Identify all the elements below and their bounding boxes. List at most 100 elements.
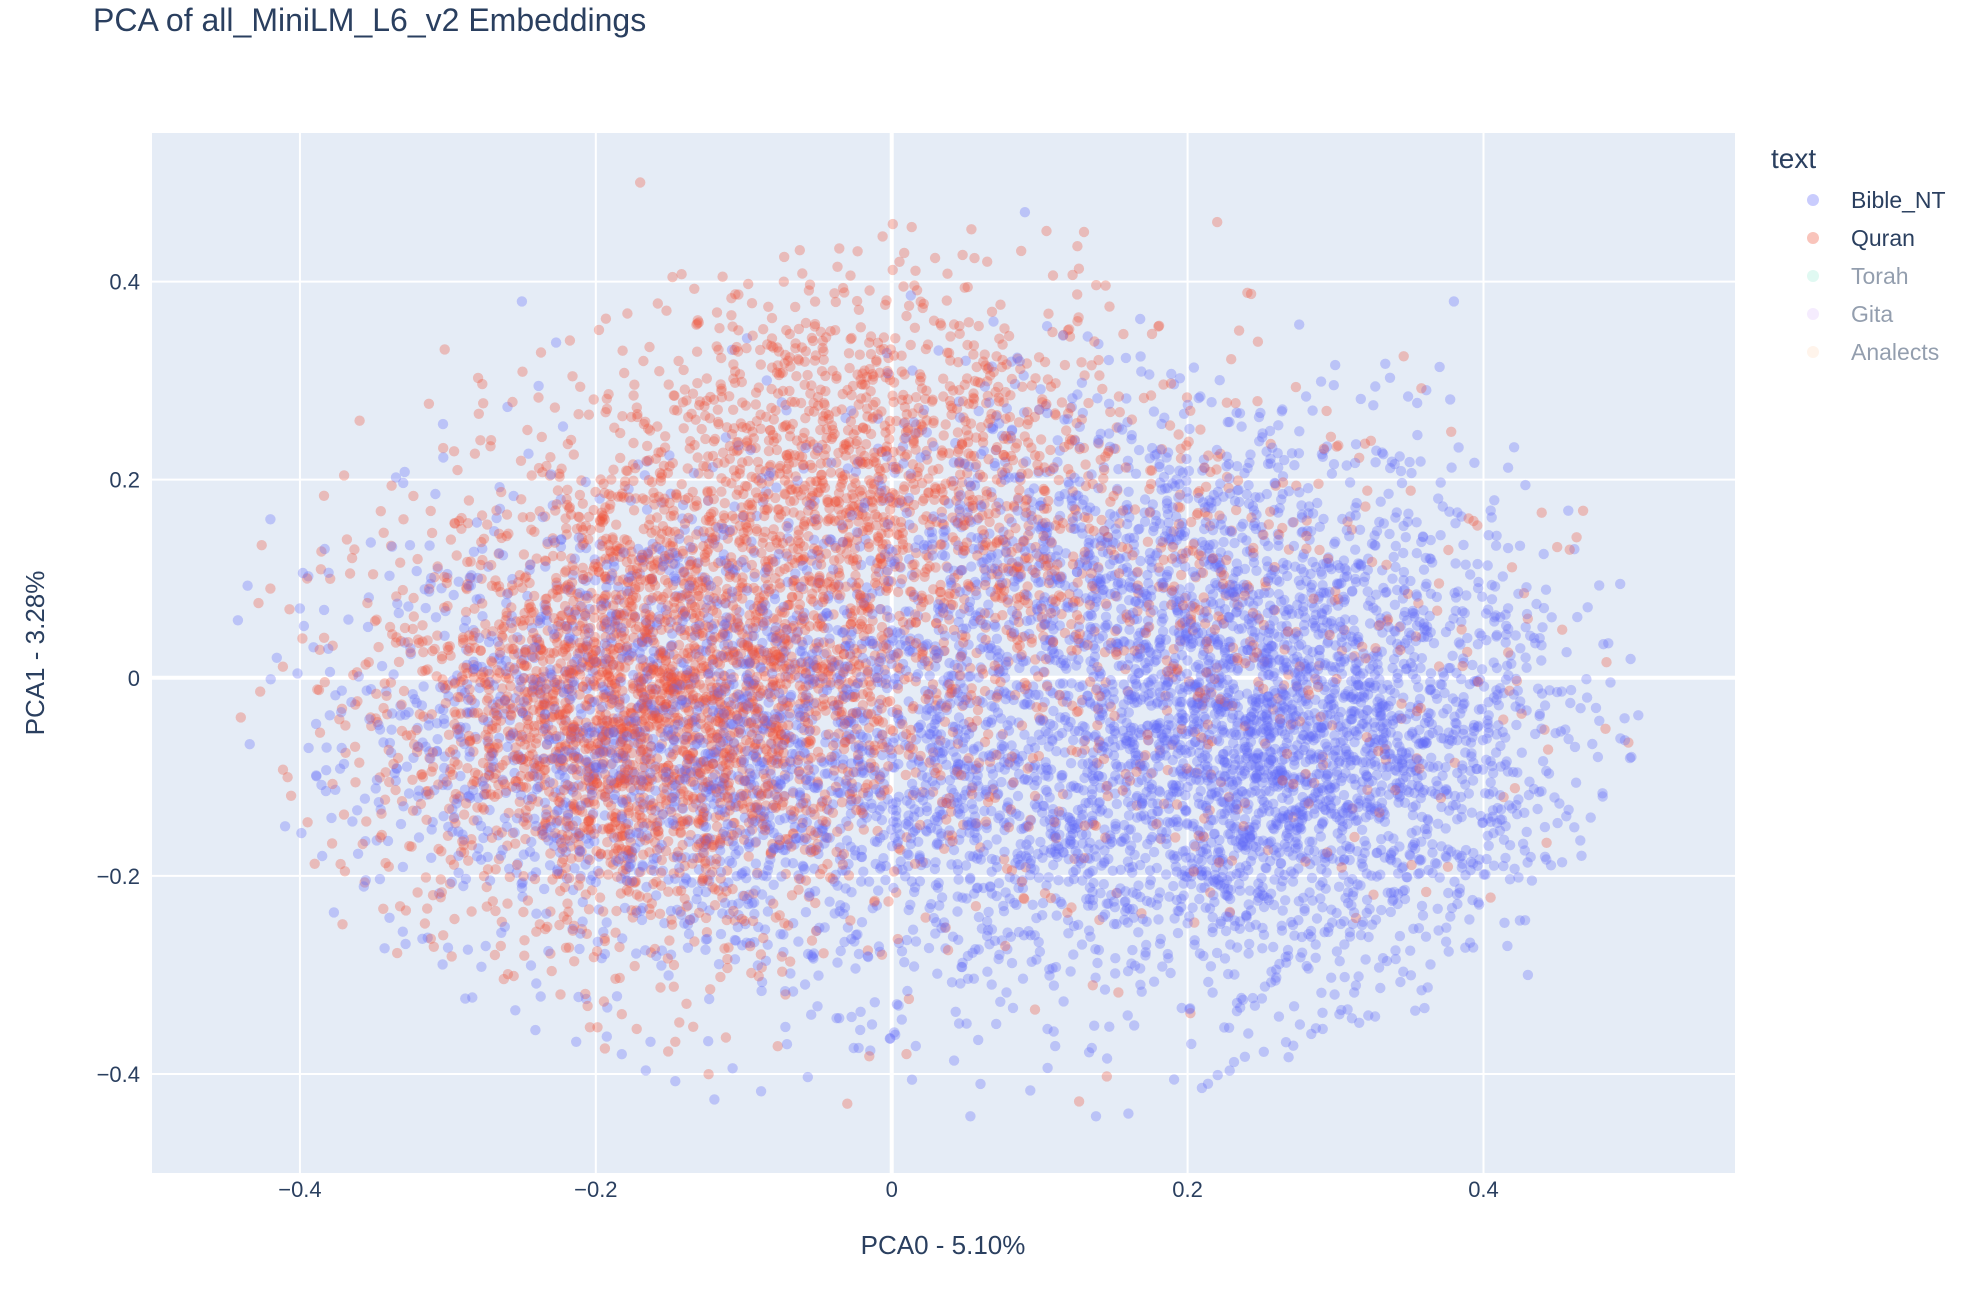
point-quran [686, 576, 697, 587]
point-bible_nt [1172, 927, 1184, 939]
point-bible_nt [343, 614, 354, 625]
point-quran [1173, 429, 1184, 440]
point-bible_nt [1587, 738, 1598, 750]
point-bible_nt [1418, 622, 1430, 633]
point-quran [622, 308, 633, 319]
point-bible_nt [1077, 875, 1088, 886]
point-quran [761, 615, 772, 626]
point-quran [600, 407, 611, 418]
point-bible_nt [1476, 664, 1488, 675]
point-bible_nt [1280, 895, 1291, 906]
point-quran [1145, 390, 1157, 401]
point-quran [747, 630, 758, 642]
point-bible_nt [395, 818, 407, 830]
point-bible_nt [769, 589, 780, 600]
point-quran [536, 675, 547, 687]
point-bible_nt [1214, 605, 1225, 617]
point-quran [718, 523, 730, 535]
point-quran [557, 686, 568, 697]
point-quran [664, 717, 675, 728]
point-quran [414, 709, 425, 720]
point-bible_nt [1435, 477, 1446, 488]
point-bible_nt [1205, 961, 1217, 972]
point-bible_nt [819, 831, 830, 842]
point-bible_nt [1560, 724, 1571, 735]
point-quran [1195, 424, 1206, 435]
point-bible_nt [1135, 313, 1146, 325]
point-quran [663, 1046, 674, 1057]
point-bible_nt [352, 805, 363, 816]
point-bible_nt [1051, 746, 1062, 757]
point-bible_nt [1387, 573, 1398, 584]
point-bible_nt [1287, 876, 1299, 887]
point-bible_nt [1366, 538, 1378, 549]
point-quran [878, 634, 889, 645]
point-bible_nt [1168, 596, 1179, 608]
point-quran [580, 797, 592, 808]
point-quran [676, 575, 688, 586]
point-bible_nt [1241, 489, 1252, 500]
point-bible_nt [520, 644, 532, 655]
point-quran [604, 671, 615, 683]
point-bible_nt [1018, 656, 1029, 667]
point-quran [517, 512, 528, 523]
point-quran [1110, 443, 1121, 454]
point-quran [598, 906, 609, 917]
point-quran [755, 359, 766, 370]
point-bible_nt [766, 738, 777, 750]
point-quran [668, 981, 679, 992]
point-quran [718, 718, 729, 730]
point-bible_nt [1068, 839, 1080, 850]
point-bible_nt [1110, 953, 1121, 964]
point-quran [758, 768, 769, 779]
point-quran [1079, 511, 1090, 523]
point-bible_nt [541, 908, 552, 919]
point-bible_nt [1412, 397, 1423, 409]
point-quran [929, 252, 941, 264]
point-bible_nt [932, 603, 944, 614]
point-bible_nt [1410, 710, 1422, 722]
point-quran [828, 609, 839, 620]
point-quran [693, 760, 704, 771]
point-bible_nt [1225, 939, 1236, 950]
point-bible_nt [1042, 764, 1053, 776]
point-quran [439, 602, 450, 613]
point-bible_nt [317, 850, 328, 862]
point-bible_nt [1154, 717, 1166, 729]
point-quran [714, 835, 726, 846]
point-quran [1100, 451, 1111, 462]
point-bible_nt [598, 621, 610, 633]
point-bible_nt [965, 785, 977, 797]
point-quran [654, 366, 665, 377]
point-bible_nt [747, 649, 758, 660]
point-bible_nt [611, 991, 623, 1002]
point-quran [719, 513, 730, 524]
point-quran [765, 846, 777, 858]
point-bible_nt [303, 742, 314, 754]
point-bible_nt [1458, 539, 1469, 551]
point-quran [572, 588, 583, 600]
point-bible_nt [883, 626, 894, 638]
point-bible_nt [1187, 700, 1198, 711]
point-bible_nt [1001, 540, 1012, 551]
point-bible_nt [710, 534, 721, 545]
point-quran [743, 499, 754, 511]
point-quran [983, 362, 994, 373]
point-quran [809, 355, 820, 366]
point-bible_nt [1033, 467, 1044, 478]
point-quran [682, 702, 693, 713]
point-quran [663, 760, 674, 771]
point-quran [1087, 980, 1099, 991]
point-bible_nt [1257, 794, 1268, 805]
point-bible_nt [326, 812, 337, 824]
point-bible_nt [1554, 798, 1565, 809]
point-quran [312, 684, 323, 695]
point-bible_nt [1239, 1051, 1251, 1063]
point-quran [1073, 1096, 1085, 1107]
point-quran [1405, 485, 1416, 496]
point-quran [545, 452, 556, 463]
point-bible_nt [1450, 518, 1461, 529]
point-quran [724, 751, 735, 762]
point-quran [581, 928, 592, 939]
point-bible_nt [1041, 466, 1052, 478]
